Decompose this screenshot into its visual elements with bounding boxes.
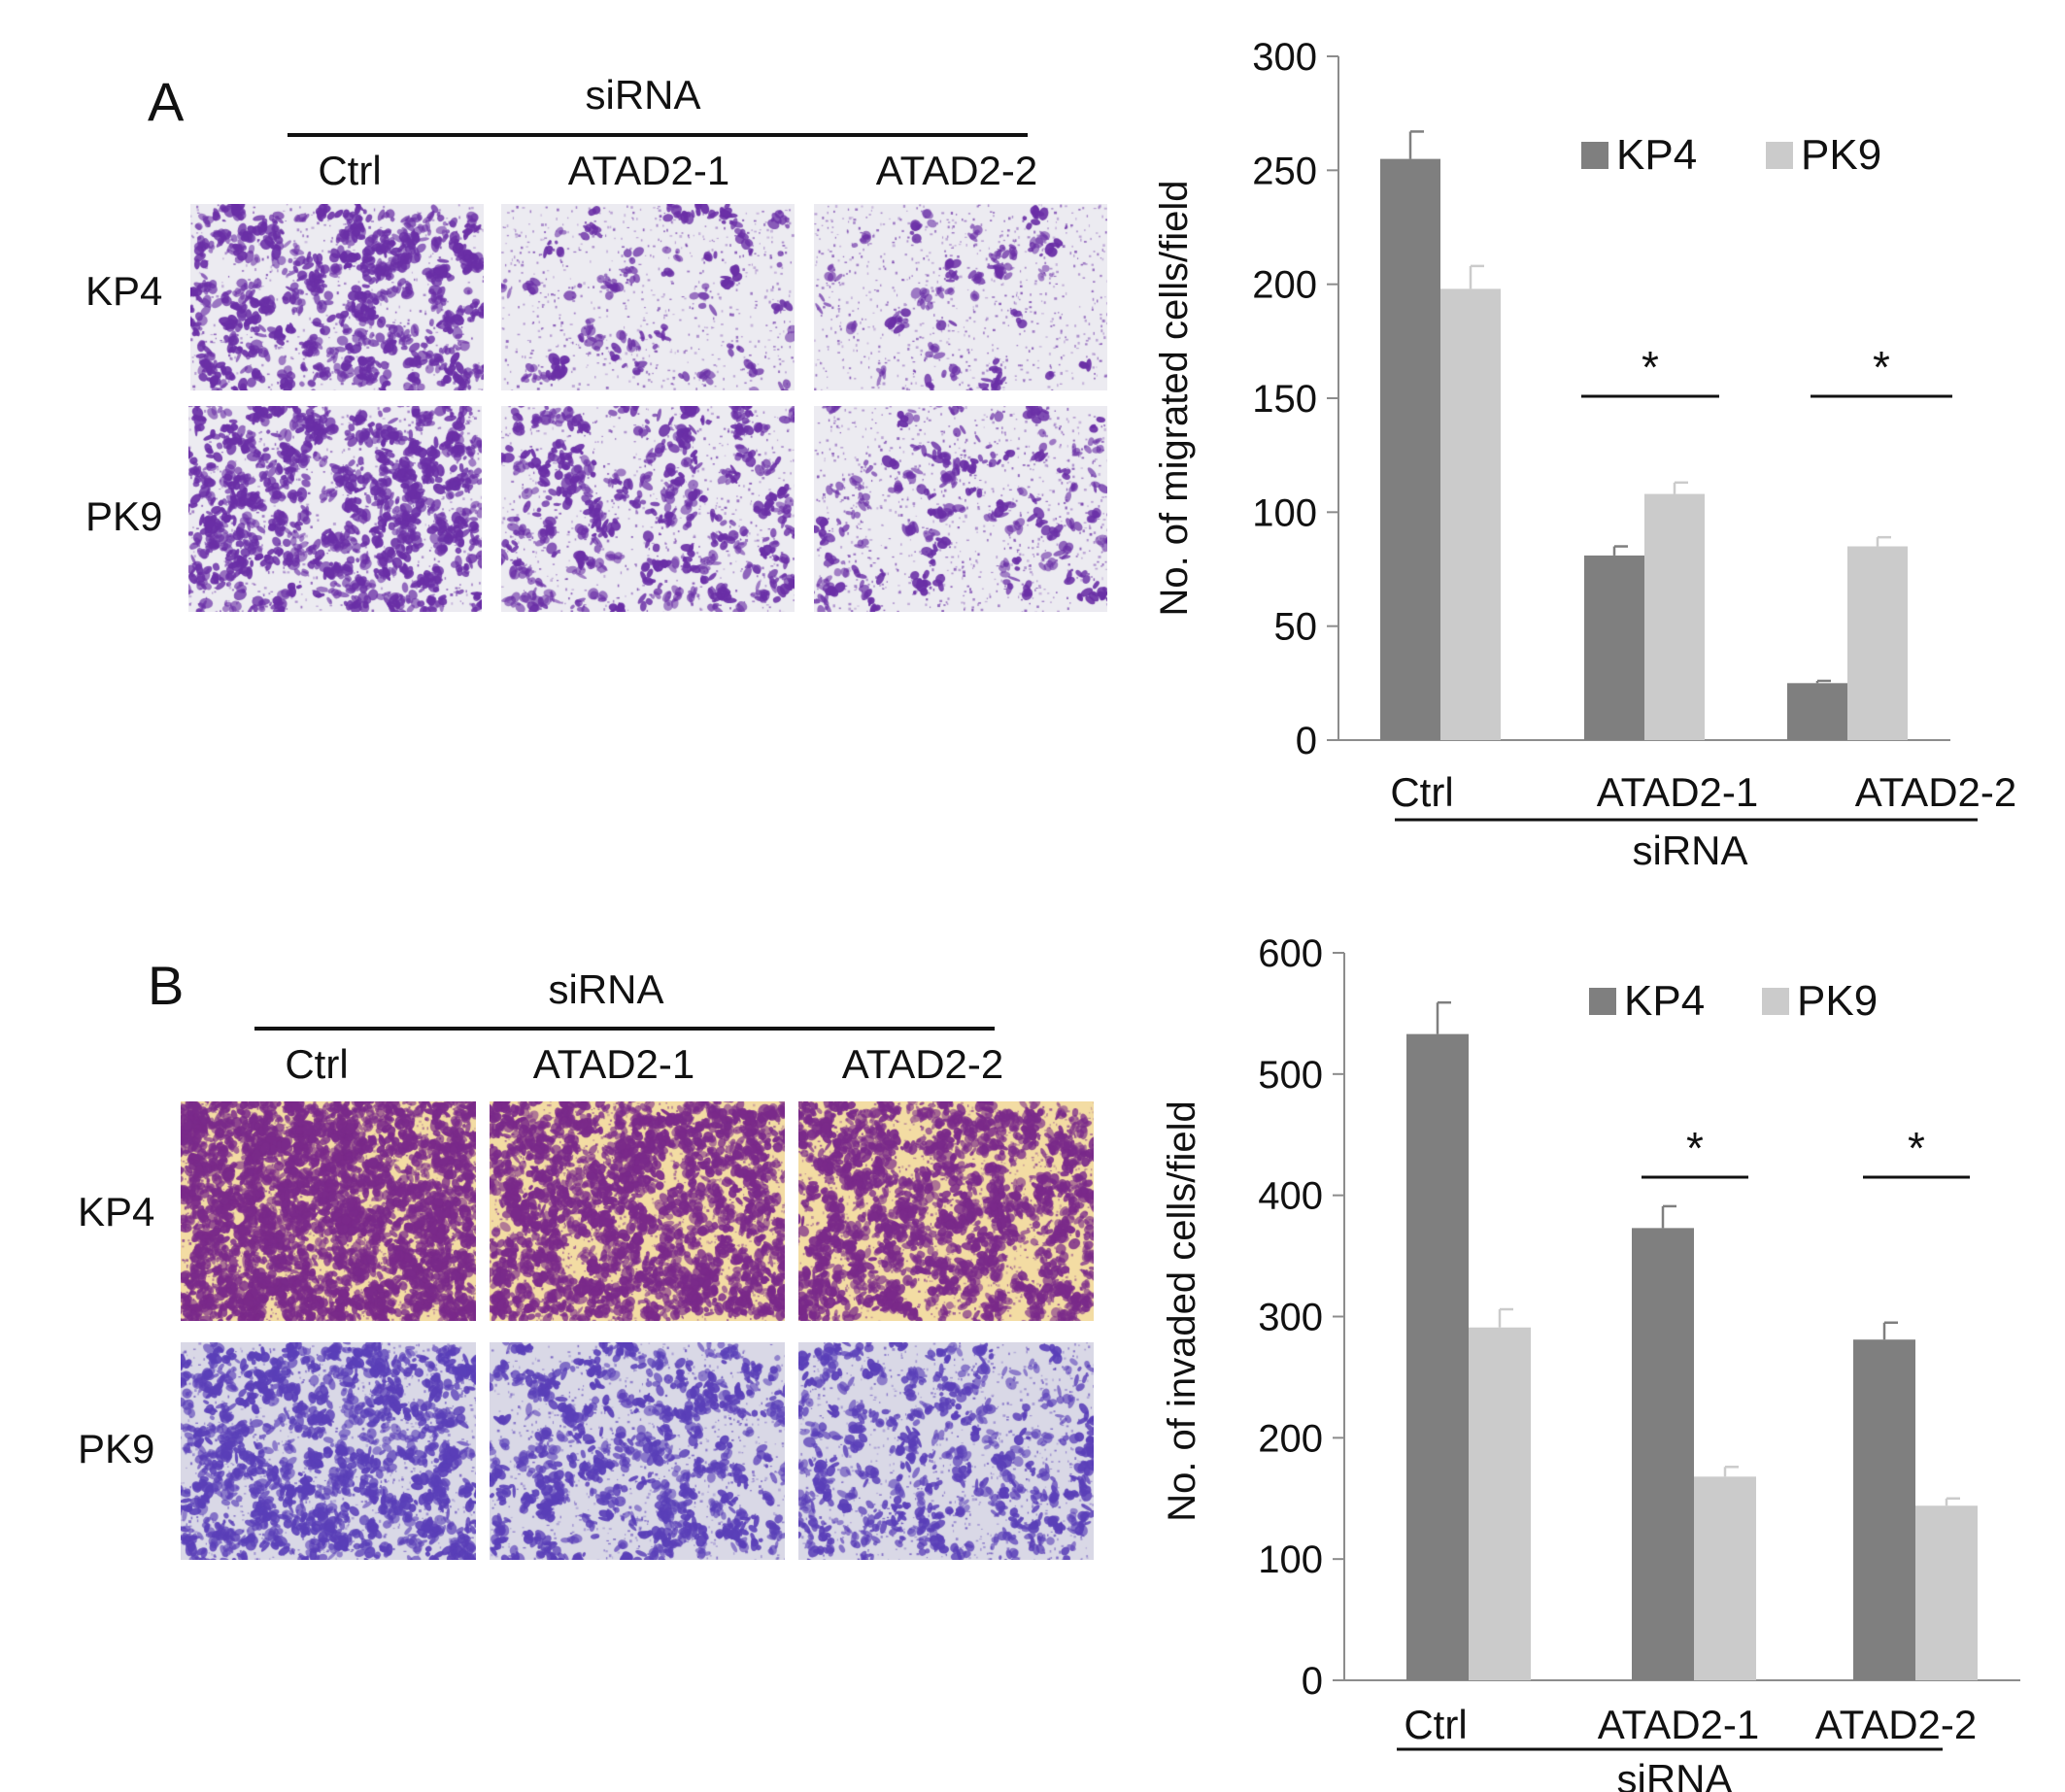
panel-b-col-atad2-1: ATAD2-1 bbox=[532, 1041, 695, 1087]
micrograph-a-pk9-ctrl bbox=[188, 406, 482, 612]
chart-b-x-tick-label: ATAD2-1 bbox=[1598, 1702, 1759, 1747]
chart-a-bar-pk9 bbox=[1847, 546, 1908, 740]
panel-a-col-ctrl: Ctrl bbox=[318, 148, 382, 193]
chart-a-x-tick-label: ATAD2-1 bbox=[1597, 769, 1758, 815]
micrograph-a-pk9-atad2-2 bbox=[814, 406, 1107, 612]
chart-b-y-tick-label: 0 bbox=[1302, 1660, 1323, 1703]
chart-b-x-tick-label: ATAD2-2 bbox=[1815, 1702, 1977, 1747]
chart-a-y-tick-label: 250 bbox=[1252, 150, 1317, 192]
chart-a-legend-label-kp4: KP4 bbox=[1616, 131, 1697, 179]
chart-b-y-tick-label: 200 bbox=[1258, 1417, 1323, 1460]
chart-a-group-label: siRNA bbox=[1632, 828, 1747, 873]
chart-b-y-tick-label: 500 bbox=[1258, 1054, 1323, 1097]
chart-b-sig-star: * bbox=[1686, 1123, 1704, 1173]
micrograph-b-kp4-atad2-1 bbox=[490, 1101, 785, 1321]
chart-b-bar-kp4 bbox=[1406, 1033, 1469, 1680]
micrograph-a-kp4-atad2-1 bbox=[501, 204, 795, 390]
chart-b-y-tick-label: 400 bbox=[1258, 1175, 1323, 1218]
chart-b-legend-swatch-pk9 bbox=[1762, 988, 1789, 1015]
chart-a-sig-star: * bbox=[1642, 342, 1659, 392]
panel-b-col-atad2-2: ATAD2-2 bbox=[841, 1041, 1004, 1087]
panel-a-group-label: siRNA bbox=[585, 72, 701, 118]
chart-a-x-tick-label: ATAD2-2 bbox=[1855, 769, 2016, 815]
chart-a-bar-pk9 bbox=[1644, 493, 1705, 740]
chart-a-bar-kp4 bbox=[1584, 555, 1644, 740]
chart-b-bar-pk9 bbox=[1694, 1476, 1756, 1680]
chart-a-bar-pk9 bbox=[1440, 288, 1501, 740]
chart-b-legend-label-pk9: PK9 bbox=[1797, 977, 1878, 1025]
panel-b-row-kp4: KP4 bbox=[78, 1189, 155, 1234]
chart-b-legend-swatch-kp4 bbox=[1589, 988, 1616, 1015]
micrograph-a-kp4-atad2-2 bbox=[814, 204, 1107, 390]
panel-a-group-line bbox=[288, 133, 1028, 137]
panel-b-group-line bbox=[254, 1027, 995, 1031]
chart-a-y-axis-label: No. of migrated cells/field bbox=[1153, 180, 1196, 616]
chart-b-bar-kp4 bbox=[1853, 1339, 1915, 1680]
chart-b-group-label: siRNA bbox=[1616, 1756, 1732, 1792]
panel-b-row-pk9: PK9 bbox=[78, 1426, 155, 1471]
chart-b-bar-kp4 bbox=[1632, 1228, 1694, 1680]
micrograph-b-kp4-ctrl bbox=[181, 1101, 476, 1321]
panel-letter-a: A bbox=[148, 71, 185, 132]
chart-a-y-tick-label: 150 bbox=[1252, 378, 1317, 421]
micrograph-b-pk9-atad2-1 bbox=[490, 1342, 785, 1560]
chart-a-legend-swatch-pk9 bbox=[1766, 142, 1793, 169]
chart-a-legend-label-pk9: PK9 bbox=[1801, 131, 1881, 179]
panel-b-group-label: siRNA bbox=[548, 966, 664, 1012]
chart-a-y-tick-label: 50 bbox=[1274, 606, 1318, 649]
chart-a-sig-star: * bbox=[1873, 342, 1890, 392]
chart-a-y-tick-label: 100 bbox=[1252, 491, 1317, 534]
micrograph-b-pk9-ctrl bbox=[181, 1342, 476, 1560]
micrograph-a-pk9-atad2-1 bbox=[501, 406, 795, 612]
chart-a-y-tick-label: 300 bbox=[1252, 36, 1317, 79]
panel-a-row-pk9: PK9 bbox=[85, 493, 163, 539]
chart-a-y-tick-label: 0 bbox=[1296, 720, 1317, 762]
micrograph-b-pk9-atad2-2 bbox=[798, 1342, 1094, 1560]
panel-a-col-atad2-2: ATAD2-2 bbox=[875, 148, 1038, 193]
chart-b-legend-label-kp4: KP4 bbox=[1624, 977, 1705, 1025]
panel-a-row-kp4: KP4 bbox=[85, 268, 163, 314]
chart-b-y-axis-label: No. of invaded cells/field bbox=[1161, 1100, 1203, 1522]
chart-a-bar-kp4 bbox=[1380, 158, 1440, 741]
chart-b-y-tick-label: 100 bbox=[1258, 1538, 1323, 1581]
chart-b-y-tick-label: 600 bbox=[1258, 932, 1323, 975]
chart-b-y-tick-label: 300 bbox=[1258, 1297, 1323, 1339]
panel-a-col-atad2-1: ATAD2-1 bbox=[567, 148, 730, 193]
chart-a-y-tick-label: 200 bbox=[1252, 264, 1317, 307]
chart-a-x-tick-label: Ctrl bbox=[1390, 769, 1453, 815]
chart-b-sig-star: * bbox=[1908, 1123, 1925, 1173]
panel-letter-b: B bbox=[148, 955, 185, 1016]
panel-b-col-ctrl: Ctrl bbox=[285, 1041, 349, 1087]
chart-b-bar-pk9 bbox=[1469, 1327, 1531, 1680]
micrograph-b-kp4-atad2-2 bbox=[798, 1101, 1094, 1321]
chart-b-bar-pk9 bbox=[1915, 1505, 1978, 1680]
chart-b-x-tick-label: Ctrl bbox=[1404, 1702, 1467, 1747]
chart-a-bar-kp4 bbox=[1787, 683, 1847, 740]
micrograph-a-kp4-ctrl bbox=[190, 204, 484, 390]
chart-a-legend-swatch-kp4 bbox=[1581, 142, 1608, 169]
